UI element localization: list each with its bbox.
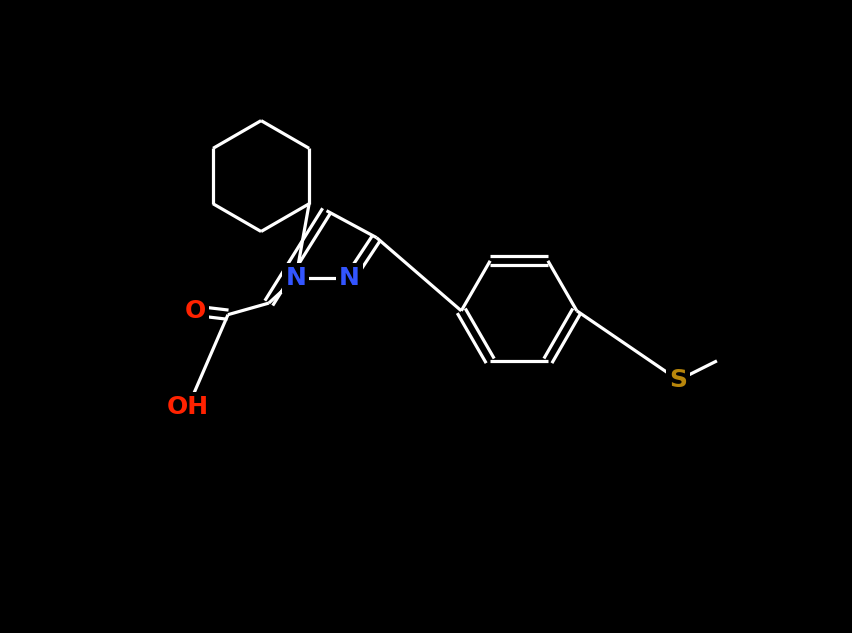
Text: OH: OH [167,395,209,419]
Text: N: N [339,266,360,291]
Text: S: S [670,368,688,392]
Text: O: O [185,299,206,323]
Text: N: N [285,266,306,291]
